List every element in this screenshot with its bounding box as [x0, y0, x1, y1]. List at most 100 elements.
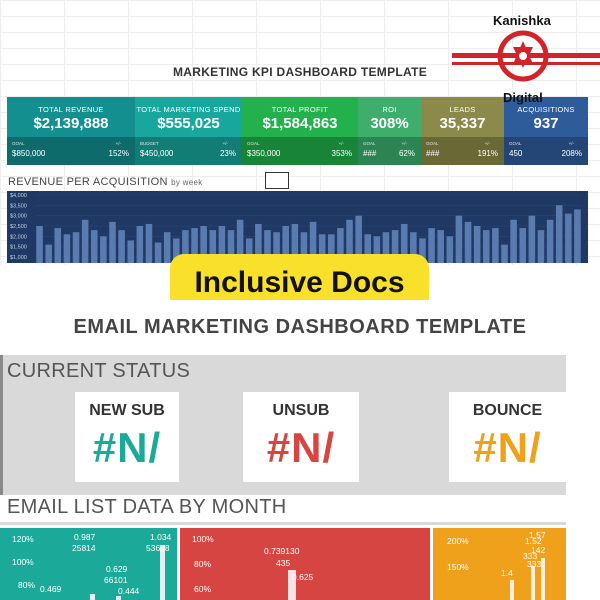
rpa-bar	[36, 226, 43, 263]
y-tick-label: $1,000	[10, 255, 27, 261]
kpi-card-goal-strip: GOAL +/- ### 191%	[421, 137, 504, 165]
rpa-bar	[419, 238, 426, 263]
status-card-unsub[interactable]: UNSUB #N/	[243, 392, 359, 482]
rpa-bar	[355, 215, 362, 263]
rpa-bar	[63, 234, 71, 263]
rpa-bar	[182, 230, 189, 263]
kpi-goal-value: $850,000	[12, 149, 46, 158]
status-card-label: UNSUB	[272, 402, 330, 419]
rpa-bar	[127, 240, 135, 263]
axis-tick: 100%	[12, 557, 34, 567]
data-label: 333	[527, 559, 542, 569]
data-label: 53608	[146, 543, 170, 553]
kpi-pct-label: +/-	[568, 141, 574, 146]
rpa-bar	[464, 221, 472, 263]
data-label: 0.625	[292, 572, 314, 582]
kpi-card-total-revenue[interactable]: TOTAL REVENUE $2,139,888 GOAL +/- $850,0…	[7, 97, 135, 165]
rpa-bar	[455, 215, 463, 263]
data-label: 0.629	[106, 564, 128, 574]
kpi-card-roi[interactable]: ROI 308% GOAL +/- ### 62%	[358, 97, 421, 165]
rpa-bar	[337, 228, 344, 263]
kpi-dashboard-title: MARKETING KPI DASHBOARD TEMPLATE	[172, 65, 428, 79]
kpi-card-label: ROI	[382, 105, 397, 114]
kpi-pct-label: +/-	[484, 141, 490, 146]
email-list-panel-bounce: 200% 150% 1.4 1.57 1.52 142 333 333	[433, 528, 566, 600]
logo-title: Kanishka	[493, 13, 551, 28]
kpi-card-goal-strip: GOAL +/- $350,000 353%	[242, 137, 358, 165]
rpa-bar-chart: $4,000 $3,500 $3,000 $2,500 $2,000 $1,500 $1,0…	[7, 191, 588, 263]
rpa-bar	[173, 238, 180, 263]
kpi-card-total-profit[interactable]: TOTAL PROFIT $1,584,863 GOAL +/- $350,00…	[242, 97, 358, 165]
rpa-bar	[555, 205, 563, 263]
email-dashboard-sheet: EMAIL MARKETING DASHBOARD TEMPLATE CURRE…	[0, 300, 600, 600]
rpa-bar	[200, 226, 207, 263]
data-label: 25814	[72, 543, 96, 553]
kpi-pct-label: +/-	[401, 141, 407, 146]
axis-tick: 150%	[447, 562, 469, 572]
rpa-bar	[145, 223, 153, 263]
rpa-bar	[282, 226, 289, 263]
y-tick-label: $2,000	[10, 234, 27, 240]
kpi-dashboard-sheet: MARKETING KPI DASHBOARD TEMPLATE TOTAL R…	[0, 0, 600, 265]
data-label: 1.4	[501, 568, 513, 578]
status-card-new-sub[interactable]: NEW SUB #N/	[75, 392, 179, 482]
kpi-goal-label: GOAL	[426, 141, 439, 146]
rpa-bars-svg: $4,000 $3,500 $3,000 $2,500 $2,000 $1,500 $1,0…	[10, 193, 582, 263]
kpi-card-value: 308%	[370, 115, 409, 132]
kpi-pct-value: 191%	[477, 149, 498, 158]
kpi-card-value: 937	[533, 115, 559, 132]
y-tick-label: $2,500	[10, 224, 27, 230]
status-card-value: #N/	[266, 424, 336, 471]
rpa-bar	[492, 228, 499, 263]
rpa-chart-title: REVENUE PER ACQUISITION by week	[8, 176, 203, 188]
chart-bar	[160, 545, 165, 600]
selected-cell[interactable]	[265, 172, 289, 189]
axis-tick: 80%	[18, 580, 36, 590]
rpa-bar	[537, 230, 545, 263]
kpi-card-marketing-spend[interactable]: TOTAL MARKETING SPEND $555,025 BUDGET +/…	[135, 97, 242, 165]
rpa-title-text: REVENUE PER ACQUISITION	[8, 176, 168, 188]
kpi-goal-label: GOAL	[509, 141, 522, 146]
chart-bar	[116, 596, 121, 600]
axis-tick: 100%	[192, 534, 214, 544]
kpi-goal-label: GOAL	[12, 141, 25, 146]
rpa-bar	[519, 228, 527, 263]
kpi-card-acquisitions[interactable]: ACQUISITIONS 937 GOAL +/- 450 208%	[504, 97, 588, 165]
rpa-bar	[218, 226, 226, 263]
status-card-label: BOUNCE	[472, 402, 543, 419]
y-tick-label: $3,000	[10, 214, 27, 220]
kpi-goal-label: BUDGET	[140, 141, 159, 146]
kpi-cards-row: TOTAL REVENUE $2,139,888 GOAL +/- $850,0…	[7, 97, 588, 165]
status-card-bounce[interactable]: BOUNCE #N/	[449, 392, 566, 482]
rpa-bar	[136, 226, 144, 263]
rpa-bar	[364, 234, 372, 263]
rpa-bar	[391, 230, 399, 263]
section-edge	[0, 355, 3, 495]
axis-tick: 200%	[447, 536, 469, 546]
rpa-bar	[510, 219, 517, 263]
kpi-card-leads[interactable]: LEADS 35,337 GOAL +/- ### 191%	[421, 97, 504, 165]
rpa-bar	[291, 223, 299, 263]
kpi-pct-value: 208%	[561, 149, 582, 158]
kpi-card-value: $1,584,863	[262, 115, 338, 132]
rpa-bar	[209, 230, 217, 263]
kpi-goal-value: $350,000	[247, 149, 281, 158]
data-label: 1.57	[529, 530, 546, 540]
kpi-card-label: TOTAL MARKETING SPEND	[136, 105, 241, 114]
rpa-bar	[191, 228, 198, 263]
logo-star-emblem-icon	[497, 30, 549, 82]
kpi-card-label: TOTAL REVENUE	[38, 105, 104, 114]
chart-bar	[510, 580, 514, 600]
kpi-card-goal-strip: BUDGET +/- $450,000 23%	[135, 137, 242, 165]
rpa-bar	[227, 230, 235, 263]
rpa-bar	[154, 242, 162, 263]
rpa-bar	[54, 228, 62, 263]
data-label: 66101	[104, 575, 128, 585]
rpa-bar	[45, 244, 52, 263]
rpa-bar	[546, 219, 554, 263]
status-card-value: #N/	[473, 424, 542, 471]
y-tick-label: $3,500	[10, 203, 27, 209]
status-card-label: NEW SUB	[89, 402, 165, 419]
kpi-pct-label: +/-	[115, 141, 121, 146]
current-status-title: CURRENT STATUS	[7, 360, 191, 382]
